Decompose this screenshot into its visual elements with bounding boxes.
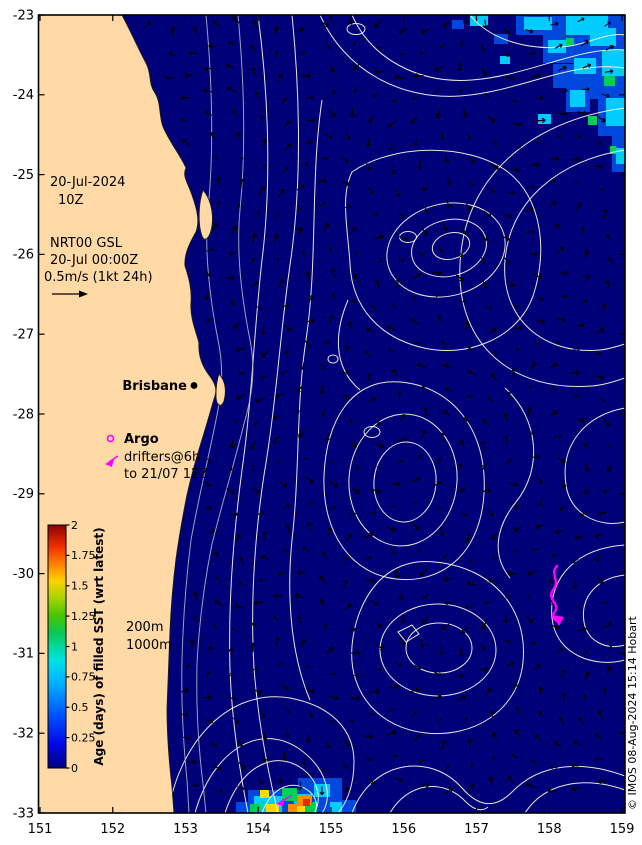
colorbar: 2 1.75 1.5 1.25 1 0.75 0.5 0.25 0 Age (d… <box>47 519 106 775</box>
isobath-200m-label: 200m <box>126 620 163 635</box>
colorbar-tick-label: 2 <box>71 519 78 532</box>
colorbar-title: Age (days) of filled SST (wrt latest) <box>92 527 106 765</box>
colorbar-tick-label: 0.75 <box>71 671 96 684</box>
colorbar-gradient <box>47 524 67 769</box>
x-tick-label: 153 <box>173 822 198 837</box>
isobath-1000m-label: 1000m <box>126 638 172 653</box>
colorbar-tick-label: 0 <box>71 762 78 775</box>
colorbar-tick-label: 1.25 <box>71 610 96 623</box>
y-tick-label: -30 <box>13 567 34 582</box>
credit-text: © IMOS 08-Aug-2024 15:14 Hobart <box>626 616 639 810</box>
plot-area <box>38 15 625 813</box>
y-tick-label: -33 <box>13 806 34 821</box>
x-tick-label: 152 <box>100 822 125 837</box>
sst-age-patches <box>236 15 625 813</box>
x-tick-label: 159 <box>610 822 635 837</box>
brisbane-marker <box>190 382 198 389</box>
brisbane-annotation: Brisbane <box>122 379 198 394</box>
model-time-text: 20-Jul 00:00Z <box>50 253 138 268</box>
brisbane-label: Brisbane <box>122 379 187 394</box>
current-arrows <box>144 15 614 796</box>
y-axis: -23 -24 -25 -26 -27 -28 -29 -30 -31 -32 … <box>13 8 34 821</box>
bathymetry-contours <box>181 15 254 813</box>
date-text: 20-Jul-2024 <box>50 175 125 190</box>
y-tick-label: -27 <box>13 328 34 343</box>
isobath-1000m <box>196 15 254 813</box>
y-tick-label: -29 <box>13 487 34 502</box>
x-tick-label: 156 <box>391 822 416 837</box>
drifter-track <box>550 564 563 623</box>
colorbar-tick-label: 1 <box>71 640 78 653</box>
drifters-label-line1: drifters@6h <box>124 450 200 465</box>
land-mass <box>38 15 217 813</box>
y-tick-label: -26 <box>13 248 34 263</box>
colorbar-tick-label: 0.5 <box>71 701 89 714</box>
drifter-arrow-icon <box>105 455 119 467</box>
y-tick-label: -31 <box>13 647 34 662</box>
argo-marker-icon <box>106 434 115 443</box>
fraser-island <box>198 189 213 240</box>
y-tick-label: -25 <box>13 168 34 183</box>
x-tick-label: 157 <box>464 822 489 837</box>
colorbar-tick-labels: 2 1.75 1.5 1.25 1 0.75 0.5 0.25 0 <box>71 519 96 775</box>
time-text: 10Z <box>58 193 84 208</box>
plot-frame <box>37 14 626 814</box>
x-tick-label: 158 <box>537 822 562 837</box>
isobath-labels: 200m 1000m <box>126 620 172 653</box>
velocity-scale-text: 0.5m/s (1kt 24h) <box>44 270 153 285</box>
datetime-annotation: 20-Jul-2024 10Z <box>50 175 125 208</box>
colorbar-tick-marks <box>66 524 70 769</box>
x-tick-label: 151 <box>28 822 53 837</box>
x-tick-label: 155 <box>319 822 344 837</box>
colorbar-tick-label: 1.75 <box>71 549 96 562</box>
argo-legend: Argo drifters@6h to 21/07 12Z <box>105 432 208 482</box>
velocity-scale-arrow-icon <box>52 290 88 298</box>
colorbar-tick-label: 0.25 <box>71 731 96 744</box>
moreton-island <box>215 373 226 406</box>
argo-label: Argo <box>124 432 159 447</box>
drifter-track-arrowhead <box>552 615 564 626</box>
ssh-contour-lines <box>167 15 625 813</box>
drifter-arrow-bottom <box>276 794 293 806</box>
y-tick-label: -32 <box>13 727 34 742</box>
model-name-text: NRT00 GSL <box>50 236 123 251</box>
x-axis: 151 152 153 154 155 156 157 158 159 <box>28 822 635 837</box>
isobath-200m <box>181 15 223 813</box>
y-tick-label: -28 <box>13 407 34 422</box>
y-tick-label: -24 <box>13 88 34 103</box>
drifters-label-line2: to 21/07 12Z <box>124 467 208 482</box>
x-tick-label: 154 <box>246 822 271 837</box>
colorbar-tick-label: 1.5 <box>71 580 89 593</box>
model-annotation: NRT00 GSL 20-Jul 00:00Z 0.5m/s (1kt 24h) <box>44 236 153 298</box>
y-tick-label: -23 <box>13 8 34 23</box>
